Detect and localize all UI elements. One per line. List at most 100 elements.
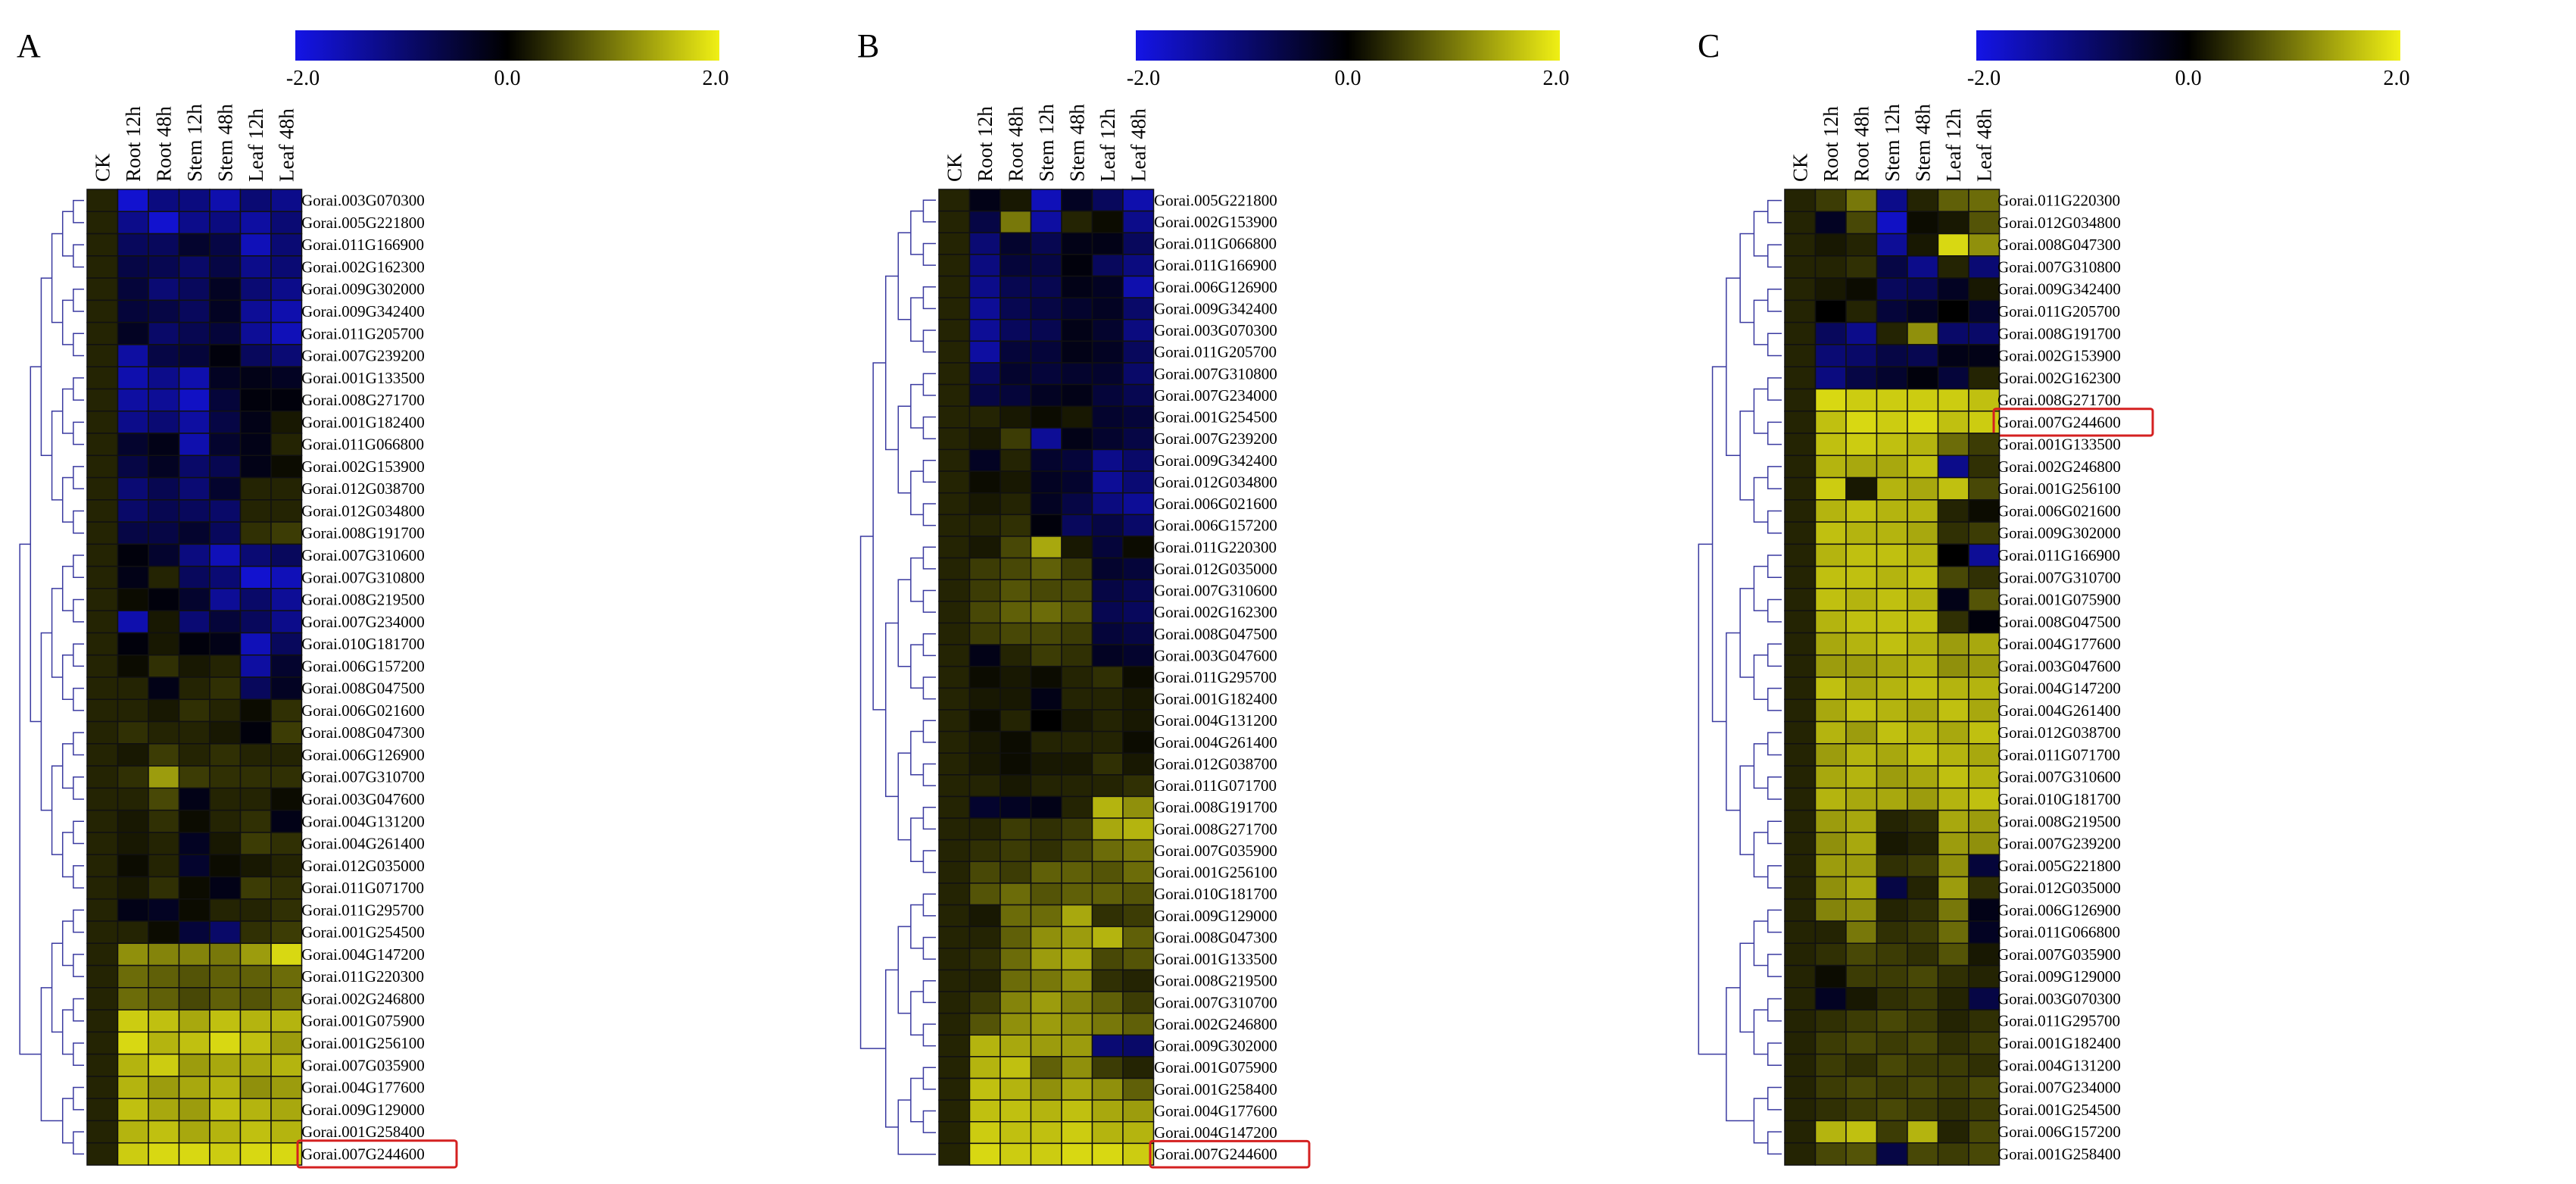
heatmap-cell bbox=[1030, 254, 1062, 277]
heatmap-cell bbox=[1814, 455, 1847, 479]
heatmap-cell bbox=[1814, 765, 1847, 789]
column-label: Stem 48h bbox=[214, 104, 236, 182]
panel-letter: A bbox=[17, 27, 41, 64]
heatmap-cell bbox=[968, 795, 1001, 819]
dendrogram-branch bbox=[1767, 1131, 1782, 1155]
heatmap-cell bbox=[178, 455, 211, 479]
heatmap-cell bbox=[209, 1053, 242, 1077]
dendrogram-branch bbox=[40, 632, 52, 811]
heatmap-cell bbox=[1122, 297, 1155, 320]
heatmap-cell bbox=[1814, 1142, 1847, 1166]
heatmap-cell bbox=[1000, 709, 1032, 733]
heatmap-cell bbox=[1968, 499, 2001, 523]
heatmap-cell bbox=[1876, 964, 1908, 989]
heatmap-cell bbox=[1845, 765, 1878, 789]
gene-label: Gorai.001G133500 bbox=[301, 369, 425, 387]
heatmap-cell bbox=[968, 297, 1001, 320]
heatmap-cell bbox=[1937, 189, 1969, 213]
dendrogram-branch bbox=[73, 555, 84, 579]
heatmap-cell bbox=[938, 232, 971, 255]
heatmap-cell bbox=[1000, 904, 1032, 927]
heatmap-cell bbox=[148, 189, 180, 213]
heatmap-cell bbox=[938, 969, 971, 992]
heatmap-cell bbox=[1937, 1009, 1969, 1033]
dendrogram-branch bbox=[897, 579, 911, 667]
heatmap-cell bbox=[270, 189, 303, 213]
heatmap-cell bbox=[86, 233, 119, 257]
heatmap-cell bbox=[1122, 340, 1155, 364]
heatmap-cell bbox=[968, 622, 1001, 645]
heatmap-cell bbox=[1937, 676, 1969, 701]
heatmap-cell bbox=[1968, 1142, 2001, 1166]
heatmap-cell bbox=[1814, 809, 1847, 833]
dendrogram-branch bbox=[922, 242, 936, 266]
heatmap-cell bbox=[1122, 883, 1155, 906]
heatmap-cell bbox=[148, 743, 180, 767]
heatmap-cell bbox=[178, 632, 211, 656]
gene-label: Gorai.004G131200 bbox=[301, 812, 425, 830]
heatmap-cell bbox=[270, 588, 303, 611]
heatmap-cell bbox=[117, 898, 149, 922]
heatmap-cell bbox=[1876, 499, 1908, 523]
heatmap-cell bbox=[209, 565, 242, 589]
heatmap-cell bbox=[1937, 1031, 1969, 1055]
heatmap-cell bbox=[1000, 1012, 1032, 1036]
heatmap-cell bbox=[1030, 817, 1062, 841]
gene-label: Gorai.007G035900 bbox=[1154, 842, 1277, 860]
heatmap-cell bbox=[1907, 987, 1939, 1011]
heatmap-cell bbox=[239, 1053, 272, 1077]
heatmap-cell bbox=[1937, 1053, 1969, 1077]
dendrogram-branch bbox=[1767, 199, 1782, 223]
heatmap-cell bbox=[117, 1031, 149, 1055]
column-label: Root 12h bbox=[122, 106, 145, 182]
dendrogram-branch bbox=[910, 470, 924, 516]
heatmap-cell bbox=[1845, 632, 1878, 656]
heatmap-cell bbox=[938, 448, 971, 472]
heatmap-cell bbox=[938, 774, 971, 798]
heatmap-cell bbox=[1030, 383, 1062, 407]
heatmap-cell bbox=[938, 297, 971, 320]
heatmap-cell bbox=[1845, 1053, 1878, 1077]
heatmap-cell bbox=[938, 991, 971, 1014]
heatmap-cell bbox=[1814, 211, 1847, 235]
heatmap-cell bbox=[239, 410, 272, 434]
heatmap-cell bbox=[117, 676, 149, 701]
heatmap-cell bbox=[117, 299, 149, 323]
heatmap-cell bbox=[117, 189, 149, 213]
heatmap-cell bbox=[178, 720, 211, 745]
heatmap-cell bbox=[239, 854, 272, 878]
gene-label: Gorai.001G258400 bbox=[301, 1123, 425, 1141]
dendrogram-branch bbox=[51, 233, 63, 323]
heatmap-cell bbox=[86, 433, 119, 457]
heatmap-cell bbox=[1122, 362, 1155, 386]
heatmap-cell bbox=[1061, 1012, 1093, 1036]
heatmap-cell bbox=[178, 410, 211, 434]
heatmap-cell bbox=[239, 1098, 272, 1122]
heatmap-cell bbox=[239, 1120, 272, 1144]
gene-label: Gorai.007G310700 bbox=[1154, 993, 1277, 1011]
heatmap-cell bbox=[1061, 687, 1093, 711]
gene-label: Gorai.012G035000 bbox=[1997, 879, 2121, 897]
heatmap-cell bbox=[148, 410, 180, 434]
heatmap-cell bbox=[148, 854, 180, 878]
heatmap-cell bbox=[209, 743, 242, 767]
heatmap-cell bbox=[1845, 964, 1878, 989]
heatmap-cell bbox=[968, 601, 1001, 624]
heatmap-cell bbox=[148, 809, 180, 833]
heatmap-cell bbox=[1000, 1034, 1032, 1057]
heatmap-cell bbox=[1784, 654, 1817, 678]
heatmap-cell bbox=[938, 861, 971, 884]
heatmap-cell bbox=[148, 388, 180, 412]
heatmap-cell bbox=[1845, 476, 1878, 501]
heatmap-cell bbox=[1061, 362, 1093, 386]
heatmap-cell bbox=[1030, 861, 1062, 884]
heatmap-cell bbox=[1091, 861, 1124, 884]
heatmap-cell bbox=[148, 610, 180, 634]
heatmap-cell bbox=[1968, 832, 2001, 855]
heatmap-cell bbox=[938, 622, 971, 645]
heatmap-cell bbox=[1061, 1099, 1093, 1123]
gene-label: Gorai.005G221800 bbox=[1997, 857, 2121, 875]
heatmap-cell bbox=[270, 521, 303, 545]
highlight-box bbox=[1149, 1139, 1311, 1169]
heatmap-cell bbox=[148, 299, 180, 323]
